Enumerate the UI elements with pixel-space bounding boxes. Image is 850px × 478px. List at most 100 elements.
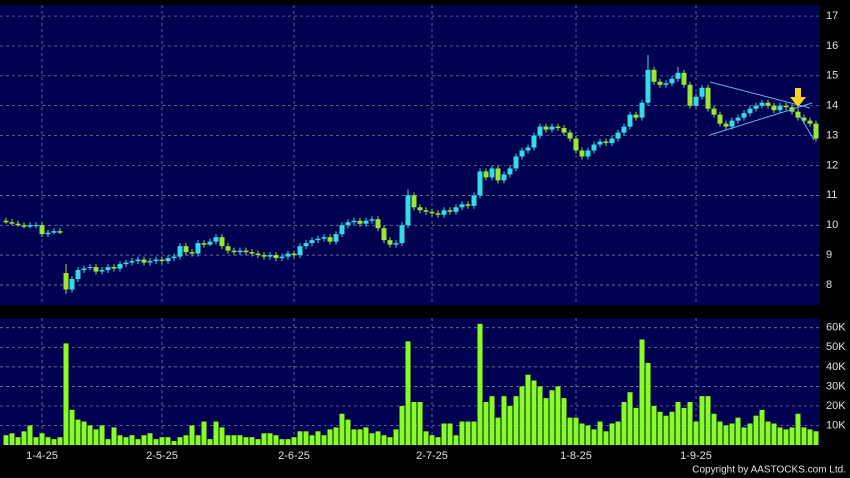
volume-bar: [87, 425, 93, 445]
volume-bar: [219, 427, 225, 445]
y-tick-label: 10K: [826, 419, 846, 431]
candle-body: [573, 138, 579, 151]
candle-body: [351, 220, 357, 223]
volume-bar: [141, 435, 147, 445]
volume-bar: [39, 433, 45, 445]
candle-body: [123, 262, 129, 265]
candle-body: [255, 253, 261, 256]
volume-bar: [267, 433, 273, 445]
candle-body: [675, 72, 681, 79]
candle-body: [615, 132, 621, 139]
y-tick-label: 60K: [826, 322, 846, 334]
candle-body: [525, 147, 531, 151]
volume-bar: [597, 421, 603, 445]
volume-bar: [717, 421, 723, 445]
volume-bar: [495, 417, 501, 445]
candle-body: [147, 261, 153, 263]
volume-bar: [363, 427, 369, 445]
candle-body: [411, 195, 417, 208]
triangle-upper: [709, 81, 811, 109]
candle-body: [3, 220, 9, 223]
arrow-marker: [790, 88, 806, 107]
y-tick-label: 13: [826, 129, 838, 141]
candle-body: [237, 250, 243, 253]
candle-body: [603, 141, 609, 144]
y-tick-label: 12: [826, 159, 838, 171]
volume-bar: [807, 429, 813, 445]
y-tick-label: 30K: [826, 380, 846, 392]
volume-bar: [795, 413, 801, 445]
volume-bar: [519, 386, 525, 445]
candle-body: [435, 213, 441, 215]
candle-body: [225, 246, 231, 251]
candle-body: [465, 204, 471, 206]
candle-body: [453, 207, 459, 212]
candle-body: [699, 87, 705, 97]
candle-body: [327, 237, 333, 242]
candle-body: [543, 126, 549, 130]
volume-bar: [279, 439, 285, 445]
volume-bar: [333, 427, 339, 445]
volume-bar: [573, 417, 579, 445]
volume-bar: [621, 402, 627, 445]
volume-bar: [297, 431, 303, 445]
candle-body: [153, 259, 159, 262]
candle-body: [645, 69, 651, 103]
y-tick-label: 50K: [826, 341, 846, 353]
candle-body: [207, 241, 213, 245]
candle-body: [171, 256, 177, 259]
volume-bar: [387, 437, 393, 445]
volume-bar: [375, 431, 381, 445]
candle-body: [159, 259, 165, 262]
candle-body: [609, 138, 615, 144]
volume-bar: [171, 441, 177, 445]
candle-body: [183, 246, 189, 253]
candle-body: [231, 250, 237, 253]
y-tick-label: 9: [826, 249, 832, 261]
candle-body: [597, 141, 603, 145]
volume-bar: [405, 341, 411, 445]
x-tick-label: 2-5-25: [146, 450, 178, 462]
candle-body: [87, 267, 93, 269]
candle-body: [777, 105, 783, 111]
candle-body: [729, 120, 735, 127]
candle-body: [279, 256, 285, 259]
candle-body: [717, 114, 723, 124]
candle-body: [303, 243, 309, 247]
volume-bar: [723, 425, 729, 445]
candle-body: [657, 81, 663, 85]
y-tick-label: 16: [826, 40, 838, 52]
volume-bar: [9, 433, 15, 445]
volume-bar: [477, 323, 483, 445]
x-tick-label: 2-7-25: [416, 450, 448, 462]
volume-bar: [783, 429, 789, 445]
volume-bar: [675, 402, 681, 445]
candle-body: [693, 96, 699, 106]
volume-bar: [315, 431, 321, 445]
volume-bar: [549, 390, 555, 445]
candle-body: [345, 222, 351, 226]
volume-bar: [249, 437, 255, 445]
candle-body: [249, 252, 255, 254]
candle-body: [267, 255, 273, 257]
volume-bar: [207, 439, 213, 445]
candle-body: [489, 168, 495, 178]
pattern-annotation: [709, 81, 815, 141]
volume-bar: [21, 431, 27, 445]
volume-bar: [291, 437, 297, 445]
volume-bar: [285, 439, 291, 445]
candle-body: [363, 220, 369, 224]
candle-body: [69, 279, 75, 290]
candle-body: [273, 255, 279, 259]
candle-body: [519, 150, 525, 157]
candle-body: [243, 250, 249, 253]
volume-bar: [69, 409, 75, 445]
volume-bar: [345, 419, 351, 445]
y-tick-label: 20K: [826, 400, 846, 412]
candle-body: [705, 87, 711, 109]
volume-bar: [135, 439, 141, 445]
candle-body: [195, 243, 201, 254]
candle-body: [417, 207, 423, 211]
